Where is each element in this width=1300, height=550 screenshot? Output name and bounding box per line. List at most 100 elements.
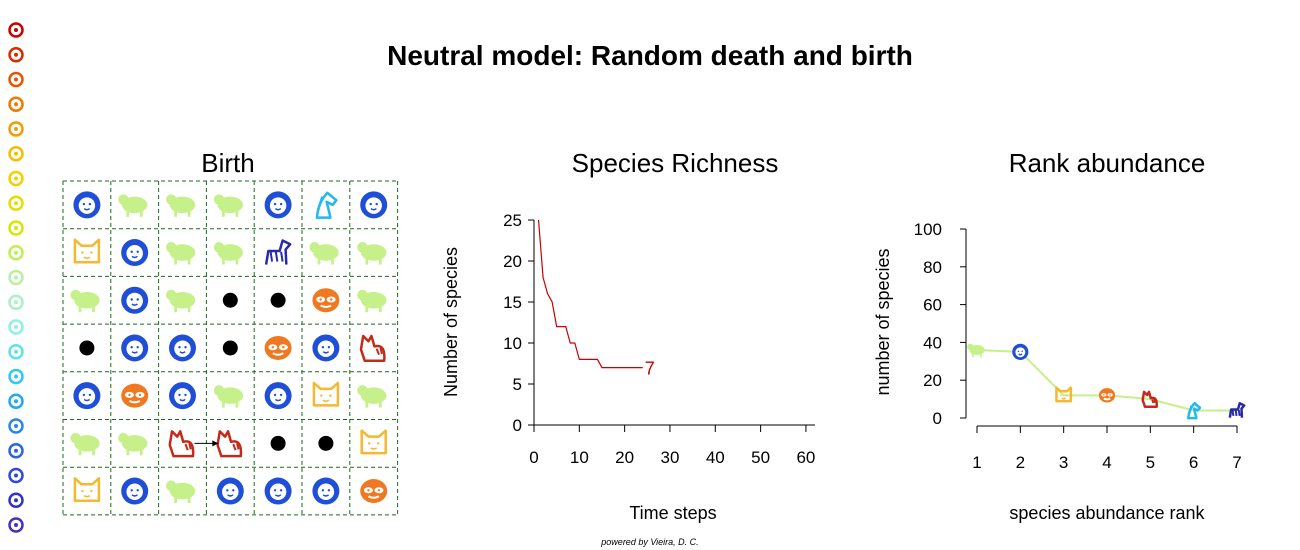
- grid-cell-lion-icon: [216, 477, 244, 505]
- rank-point-lion-icon: [1012, 343, 1029, 360]
- grid-cell-lion-icon: [121, 477, 149, 505]
- species-legend-strip: [8, 22, 24, 533]
- grid-cell-lion-icon: [312, 477, 340, 505]
- rank-y-label: number of species: [873, 248, 893, 395]
- richness-x-tick-label: 50: [751, 448, 770, 467]
- richness-y-tick-label: 5: [513, 375, 522, 394]
- richness-plot: 0 5 10 15 20 25 0 10 20 30 40 50 60 7: [503, 211, 815, 467]
- richness-x-tick-label: 30: [661, 448, 680, 467]
- legend-swatch-icon: [8, 319, 24, 335]
- legend-swatch-icon: [8, 71, 24, 88]
- richness-x-tick-label: 60: [796, 448, 815, 467]
- rank-point-sheep-icon: [967, 343, 985, 358]
- birth-grid-title: Birth: [201, 148, 254, 178]
- grid-cell-cat-icon: [360, 429, 387, 455]
- grid-cell-sheep-icon: [213, 385, 244, 408]
- rank-title: Rank abundance: [1009, 148, 1206, 178]
- rank-y-tick-label: 0: [933, 409, 942, 428]
- legend-swatch-icon: [8, 344, 24, 360]
- richness-x-label: Time steps: [629, 503, 716, 523]
- legend-swatch-icon: [8, 393, 24, 409]
- grid-cell-lion-icon: [73, 191, 101, 219]
- richness-y-tick-label: 15: [503, 293, 522, 312]
- empty-site-dot: [79, 340, 95, 356]
- grid-cell-lion-icon: [312, 334, 340, 362]
- richness-y-tick-label: 10: [503, 334, 522, 353]
- birth-grid: [62, 180, 399, 516]
- empty-site-dot: [222, 292, 238, 308]
- rank-x-tick-label: 1: [972, 453, 981, 472]
- richness-y-tick-label: 20: [503, 252, 522, 271]
- rank-x-tick-label: 6: [1189, 453, 1198, 472]
- grid-cell-lion-icon: [360, 191, 388, 219]
- rank-point-zebra-icon: [1228, 401, 1246, 418]
- rank-point-horse-icon: [1187, 401, 1202, 420]
- richness-x-tick-label: 0: [529, 448, 538, 467]
- rank-y-tick-label: 80: [923, 258, 942, 277]
- grid-cell-tiger-icon: [216, 430, 243, 458]
- grid-cell-cat-icon: [73, 238, 101, 264]
- rank-y-tick-label: 20: [923, 371, 942, 390]
- grid-cell-lion-icon: [169, 334, 196, 362]
- legend-swatch-icon: [8, 467, 24, 484]
- rank-y-tick-label: 100: [914, 220, 942, 239]
- rank-x-tick-label: 3: [1059, 453, 1068, 472]
- rank-y-tick-label: 40: [923, 333, 942, 352]
- legend-swatch-icon: [8, 269, 24, 286]
- grid-cell-lion-icon: [264, 477, 292, 505]
- grid-cell-lion-icon: [169, 382, 196, 410]
- legend-swatch-icon: [8, 96, 24, 112]
- grid-cell-tiger-icon: [168, 430, 195, 458]
- richness-line: [537, 219, 643, 369]
- grid-cell-sheep-icon: [166, 194, 196, 217]
- richness-y-tick-label: 25: [503, 211, 522, 230]
- grid-cell-sheep-icon: [357, 242, 387, 265]
- rank-x-tick-label: 2: [1016, 453, 1025, 472]
- rank-y-tick-label: 60: [923, 296, 942, 315]
- rank-abundance-plot: 0 20 40 60 80 100 1 2 3 4 5 6 7: [914, 220, 1246, 472]
- grid-cell-sheep-icon: [357, 289, 387, 313]
- richness-title: Species Richness: [572, 148, 779, 178]
- empty-site-dot: [318, 435, 334, 451]
- rank-x-label: species abundance rank: [1009, 503, 1205, 523]
- legend-swatch-icon: [8, 22, 24, 38]
- legend-swatch-icon: [8, 220, 24, 236]
- grid-cell-lion-icon: [121, 239, 149, 267]
- grid-cell-sheep-icon: [213, 242, 244, 265]
- richness-end-label: 7: [645, 359, 655, 379]
- empty-site-dot: [222, 340, 238, 356]
- rank-point-tiger-icon: [1141, 390, 1158, 408]
- legend-swatch-icon: [8, 245, 24, 261]
- grid-cell-sheep-icon: [118, 432, 148, 456]
- grid-cell-sheep-icon: [70, 432, 100, 456]
- grid-cell-sheep-icon: [309, 242, 339, 265]
- grid-cell-sheep-icon: [166, 242, 196, 265]
- legend-swatch-icon: [8, 121, 24, 137]
- grid-cell-cat-icon: [73, 477, 101, 503]
- rank-x-tick-label: 4: [1102, 453, 1111, 472]
- grid-cell-horse-icon: [315, 191, 338, 219]
- grid-cell-tiger-icon: [359, 334, 386, 362]
- richness-y-tick-label: 0: [513, 416, 522, 435]
- richness-x-tick-label: 10: [570, 448, 589, 467]
- richness-y-label: Number of species: [441, 247, 461, 397]
- grid-cell-raccoon-icon: [121, 383, 149, 408]
- legend-swatch-icon: [8, 368, 24, 385]
- richness-x-tick-label: 20: [615, 448, 634, 467]
- legend-swatch-icon: [8, 146, 24, 162]
- rank-x-tick-label: 7: [1232, 453, 1241, 472]
- legend-swatch-icon: [8, 517, 24, 533]
- legend-swatch-icon: [8, 47, 24, 63]
- main-title: Neutral model: Random death and birth: [387, 40, 913, 71]
- legend-swatch-icon: [8, 294, 24, 310]
- empty-site-dot: [270, 292, 286, 308]
- empty-site-dot: [270, 435, 286, 451]
- legend-swatch-icon: [8, 443, 24, 459]
- grid-cell-lion-icon: [121, 334, 149, 362]
- legend-swatch-icon: [8, 170, 24, 187]
- richness-x-tick-label: 40: [706, 448, 725, 467]
- legend-swatch-icon: [8, 195, 24, 211]
- grid-cell-sheep-icon: [166, 289, 196, 313]
- rank-x-tick-label: 5: [1146, 453, 1155, 472]
- grid-cell-cat-icon: [312, 381, 340, 407]
